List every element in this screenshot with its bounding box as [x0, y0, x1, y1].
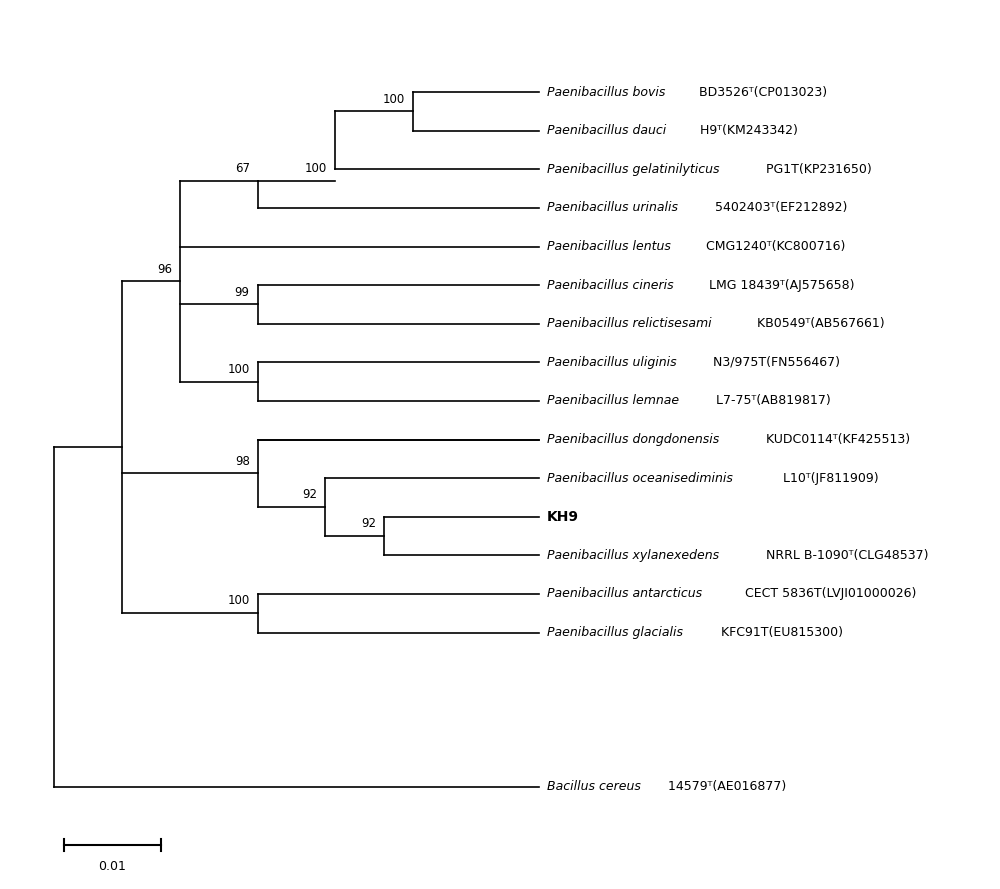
Text: 5402403ᵀ(EF212892): 5402403ᵀ(EF212892) — [711, 202, 847, 214]
Text: 100: 100 — [227, 595, 250, 607]
Text: Paenibacillus relictisesami: Paenibacillus relictisesami — [547, 317, 711, 331]
Text: BD3526ᵀ(CP013023): BD3526ᵀ(CP013023) — [695, 85, 827, 99]
Text: KH9: KH9 — [547, 509, 579, 524]
Text: Paenibacillus glacialis: Paenibacillus glacialis — [547, 626, 683, 639]
Text: KB0549ᵀ(AB567661): KB0549ᵀ(AB567661) — [753, 317, 884, 331]
Text: Paenibacillus uliginis: Paenibacillus uliginis — [547, 356, 676, 369]
Text: N3/975T(FN556467): N3/975T(FN556467) — [709, 356, 840, 369]
Text: L7-75ᵀ(AB819817): L7-75ᵀ(AB819817) — [712, 395, 831, 407]
Text: Paenibacillus dauci: Paenibacillus dauci — [547, 124, 666, 137]
Text: 96: 96 — [157, 262, 172, 276]
Text: 67: 67 — [235, 162, 250, 175]
Text: NRRL B-1090ᵀ(CLG48537): NRRL B-1090ᵀ(CLG48537) — [762, 549, 928, 562]
Text: 0.01: 0.01 — [98, 861, 126, 873]
Text: Bacillus cereus: Bacillus cereus — [547, 781, 640, 793]
Text: 100: 100 — [305, 162, 327, 175]
Text: Paenibacillus gelatinilyticus: Paenibacillus gelatinilyticus — [547, 163, 719, 176]
Text: CMG1240ᵀ(KC800716): CMG1240ᵀ(KC800716) — [702, 240, 845, 253]
Text: LMG 18439ᵀ(AJ575658): LMG 18439ᵀ(AJ575658) — [705, 278, 855, 292]
Text: 14579ᵀ(AE016877): 14579ᵀ(AE016877) — [664, 781, 786, 793]
Text: Paenibacillus dongdonensis: Paenibacillus dongdonensis — [547, 433, 719, 446]
Text: Paenibacillus urinalis: Paenibacillus urinalis — [547, 202, 678, 214]
Text: H9ᵀ(KM243342): H9ᵀ(KM243342) — [696, 124, 798, 137]
Text: 99: 99 — [235, 285, 250, 299]
Text: 100: 100 — [383, 92, 405, 106]
Text: KUDC0114ᵀ(KF425513): KUDC0114ᵀ(KF425513) — [762, 433, 910, 446]
Text: Paenibacillus antarcticus: Paenibacillus antarcticus — [547, 588, 702, 600]
Text: Paenibacillus cineris: Paenibacillus cineris — [547, 278, 673, 292]
Text: Paenibacillus bovis: Paenibacillus bovis — [547, 85, 665, 99]
Text: 92: 92 — [361, 517, 376, 530]
Text: 92: 92 — [303, 488, 318, 501]
Text: Paenibacillus lemnae: Paenibacillus lemnae — [547, 395, 679, 407]
Text: 98: 98 — [235, 454, 250, 468]
Text: L10ᵀ(JF811909): L10ᵀ(JF811909) — [779, 472, 879, 485]
Text: 100: 100 — [227, 363, 250, 376]
Text: Paenibacillus lentus: Paenibacillus lentus — [547, 240, 670, 253]
Text: KFC91T(EU815300): KFC91T(EU815300) — [717, 626, 843, 639]
Text: CECT 5836T(LVJI01000026): CECT 5836T(LVJI01000026) — [741, 588, 916, 600]
Text: Paenibacillus oceanisediminis: Paenibacillus oceanisediminis — [547, 472, 732, 485]
Text: PG1T(KP231650): PG1T(KP231650) — [762, 163, 872, 176]
Text: Paenibacillus xylanexedens: Paenibacillus xylanexedens — [547, 549, 719, 562]
